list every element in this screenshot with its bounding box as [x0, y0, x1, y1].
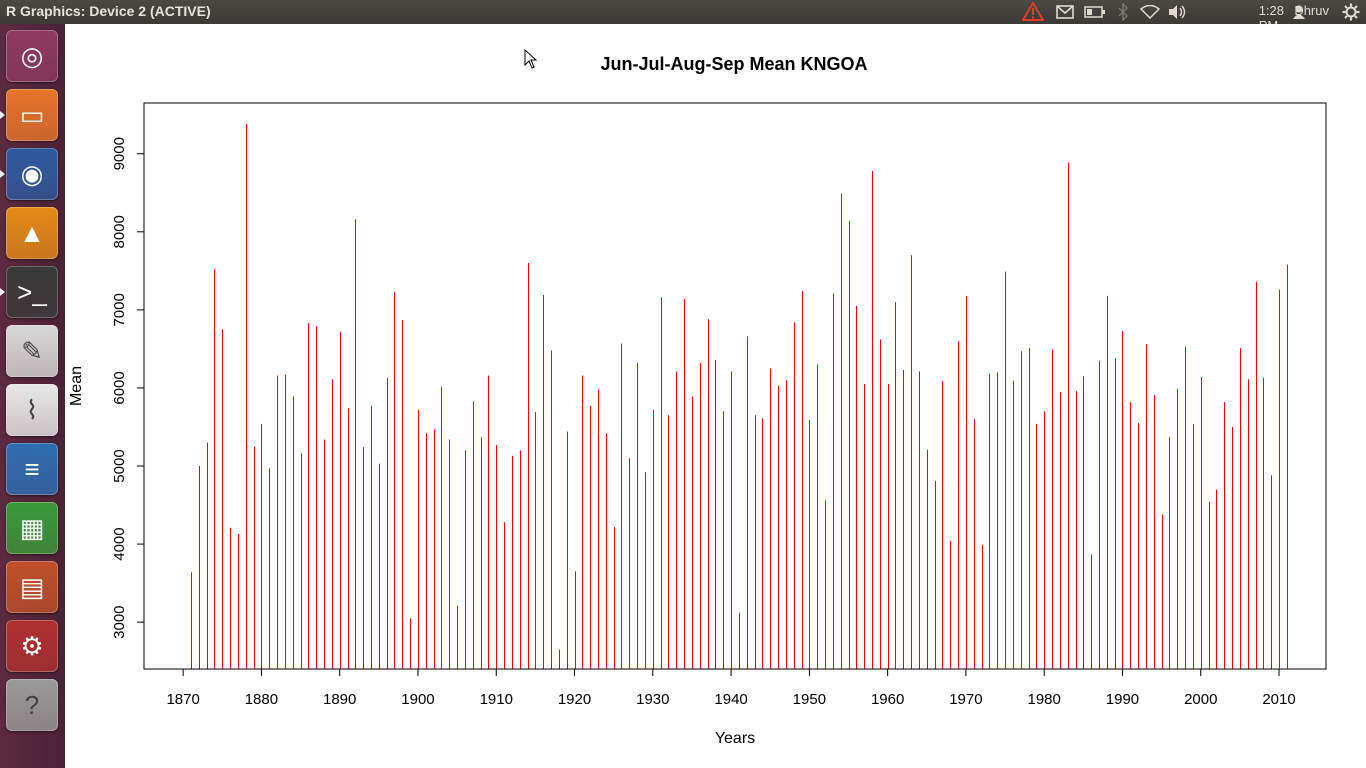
plot-frame — [143, 102, 1327, 670]
top-panel: R Graphics: Device 2 (ACTIVE) 1:28 PM Dh… — [0, 0, 1366, 33]
y-axis: 3000 4000 5000 6000 7000 8000 9000 — [111, 137, 145, 639]
writer-icon: ≡ — [24, 453, 40, 484]
window-title: R Graphics: Device 2 (ACTIVE) — [6, 3, 211, 19]
running-indicator — [0, 111, 5, 119]
x-tick-label: 1940 — [714, 691, 747, 708]
bluetooth-icon[interactable] — [1118, 2, 1128, 24]
y-axis-label: Mean — [68, 366, 85, 406]
launcher-writer-button[interactable]: ≡ — [6, 443, 58, 495]
launcher-unknown-button[interactable]: ? — [6, 679, 58, 731]
data-lines — [191, 124, 1288, 669]
launcher-vlc-button[interactable]: ▲ — [6, 207, 58, 259]
x-tick-label: 1920 — [558, 691, 591, 708]
running-indicator — [0, 288, 5, 296]
chart-title: Jun-Jul-Aug-Sep Mean KNGOA — [600, 54, 867, 74]
launcher: ◎ ▭ ◉ ▲ >_ ✎ ⌇ ≡ ▦ ▤ ⚙? — [0, 24, 66, 768]
impress-icon: ▤ — [19, 571, 45, 602]
firefox-icon: ◉ — [20, 158, 44, 189]
y-tick-label: 5000 — [111, 449, 128, 482]
unknown-icon: ? — [24, 689, 40, 720]
x-tick-label: 1900 — [401, 691, 434, 708]
gear-icon[interactable] — [1342, 3, 1360, 24]
chart: Jun-Jul-Aug-Sep Mean KNGOA 1870 1880 1890 1… — [68, 54, 1327, 747]
launcher-impress-button[interactable]: ▤ — [6, 561, 58, 613]
launcher-text-editor-button[interactable]: ✎ — [6, 325, 58, 377]
x-tick-label: 1990 — [1106, 691, 1139, 708]
vlc-icon: ▲ — [19, 217, 45, 248]
running-indicator — [0, 170, 5, 178]
mouse-cursor-icon — [524, 49, 538, 69]
launcher-pdf-button[interactable]: ⌇ — [6, 384, 58, 436]
volume-icon[interactable] — [1168, 4, 1188, 23]
x-tick-label: 2000 — [1184, 691, 1217, 708]
settings-icon: ⚙ — [20, 630, 44, 661]
y-tick-label: 8000 — [111, 215, 128, 248]
x-tick-label: 1890 — [323, 691, 356, 708]
launcher-calc-button[interactable]: ▦ — [6, 502, 58, 554]
folder-icon: ▭ — [19, 99, 45, 130]
y-tick-label: 7000 — [111, 293, 128, 326]
y-tick-label: 6000 — [111, 371, 128, 404]
user-name[interactable]: Dhruv — [1294, 3, 1329, 18]
terminal-icon: >_ — [17, 276, 47, 307]
mail-icon[interactable] — [1056, 5, 1074, 22]
y-tick-label: 3000 — [111, 605, 128, 638]
launcher-ubuntu-logo-button[interactable]: ◎ — [6, 30, 58, 82]
text-editor-icon: ✎ — [21, 335, 43, 366]
launcher-firefox-button[interactable]: ◉ — [6, 148, 58, 200]
x-tick-label: 1910 — [480, 691, 513, 708]
x-tick-label: 2010 — [1262, 691, 1295, 708]
x-tick-label: 1950 — [793, 691, 826, 708]
x-tick-label: 1930 — [636, 691, 669, 708]
r-graphics-plot: Jun-Jul-Aug-Sep Mean KNGOA 1870 1880 1890 1… — [65, 24, 1366, 768]
x-tick-label: 1970 — [949, 691, 982, 708]
user-icon — [1293, 5, 1305, 22]
wifi-icon[interactable] — [1139, 4, 1161, 22]
launcher-settings-button[interactable]: ⚙ — [6, 620, 58, 672]
x-tick-label: 1980 — [1028, 691, 1061, 708]
ubuntu-logo-icon: ◎ — [20, 40, 44, 71]
x-tick-label: 1960 — [871, 691, 904, 708]
x-axis-label: Years — [715, 730, 755, 747]
launcher-terminal-button[interactable]: >_ — [6, 266, 58, 318]
x-tick-label: 1880 — [245, 691, 278, 708]
x-axis: 1870 1880 1890 1900 1910 1920 1930 1940 1950 1960… — [166, 668, 1296, 708]
y-tick-label: 9000 — [111, 137, 128, 170]
y-tick-label: 4000 — [111, 527, 128, 560]
launcher-folder-button[interactable]: ▭ — [6, 89, 58, 141]
calc-icon: ▦ — [19, 512, 45, 543]
warning-icon[interactable] — [1021, 1, 1045, 24]
x-tick-label: 1870 — [166, 691, 199, 708]
pdf-icon: ⌇ — [25, 394, 39, 425]
battery-icon[interactable] — [1084, 6, 1106, 21]
